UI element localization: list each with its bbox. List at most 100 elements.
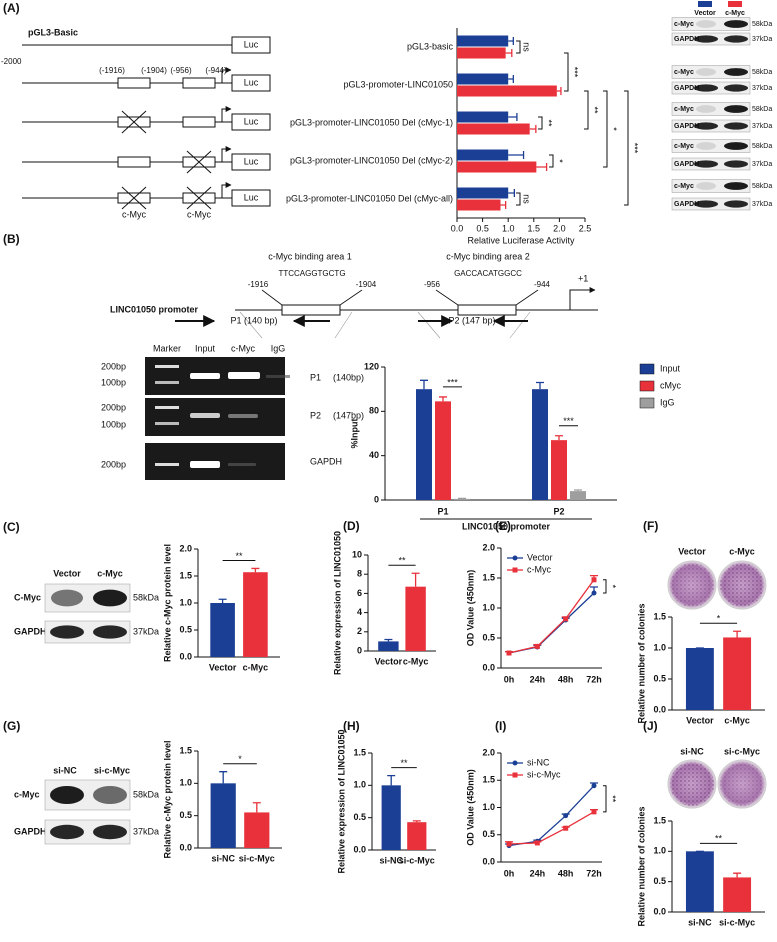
site-label: (-956) bbox=[170, 66, 192, 75]
western-blot-c: Vector c-Myc C-Myc GAPDH 58kDa 37kDa bbox=[14, 568, 159, 636]
error-bar bbox=[556, 87, 562, 95]
x-tick-label: 0.5 bbox=[476, 223, 489, 233]
position-label: -1904 bbox=[356, 280, 377, 289]
y-tick-label: 6 bbox=[357, 588, 362, 598]
y-axis-label: Relative number of colonies bbox=[636, 603, 646, 723]
size-label: 37kDa bbox=[752, 36, 772, 43]
x-tick-label: 24h bbox=[530, 868, 546, 878]
error-bar bbox=[251, 567, 260, 573]
bar bbox=[723, 637, 752, 710]
error-bar bbox=[387, 774, 396, 786]
blot-band bbox=[724, 84, 748, 92]
y-axis-label: Relative c-Myc protein level bbox=[162, 544, 172, 662]
x-tick-label: c-Myc bbox=[243, 662, 269, 672]
size-label: 37kDa bbox=[752, 161, 772, 168]
bar bbox=[244, 812, 270, 848]
x-tick-label: 48h bbox=[558, 868, 574, 878]
significance: ** bbox=[715, 834, 723, 844]
blot-band bbox=[724, 105, 748, 113]
area-label: c-Myc binding area 2 bbox=[446, 251, 530, 261]
y-tick-label: 40 bbox=[369, 450, 379, 460]
x-tick-label: 48h bbox=[558, 674, 574, 684]
luc-label: Luc bbox=[244, 39, 259, 49]
sequence: GACCACATGGCC bbox=[454, 269, 522, 278]
blot-band bbox=[50, 786, 84, 804]
error-bar bbox=[536, 163, 548, 171]
site-label: (-1916) bbox=[99, 66, 125, 75]
error-bar bbox=[420, 379, 428, 390]
luc-label: Luc bbox=[244, 116, 259, 126]
significance-bracket bbox=[516, 192, 521, 206]
y-tick-label: 0.0 bbox=[179, 842, 192, 852]
point bbox=[591, 590, 597, 596]
significance-bracket bbox=[603, 579, 607, 594]
protein-label: c-Myc bbox=[674, 106, 694, 113]
dish-label: si-c-Myc bbox=[724, 746, 760, 756]
protein-label: c-Myc bbox=[674, 183, 694, 190]
error-bar bbox=[733, 872, 742, 878]
significance-bracket bbox=[516, 40, 521, 54]
panel-label: (G) bbox=[3, 719, 20, 733]
panel-label: (I) bbox=[495, 719, 506, 733]
band-label: P2 bbox=[310, 410, 321, 420]
error-bar bbox=[508, 75, 514, 83]
legend-swatch bbox=[639, 363, 655, 375]
y-tick-label: 2.0 bbox=[179, 543, 192, 553]
bar bbox=[457, 187, 509, 199]
legend-label: si-NC bbox=[527, 757, 550, 767]
y-tick-label: 0.0 bbox=[653, 704, 666, 714]
y-tick-label: 2 bbox=[357, 626, 362, 636]
blot-band bbox=[724, 142, 748, 150]
size-label: 37kDa bbox=[752, 201, 772, 208]
tss-label: +1 bbox=[578, 273, 588, 283]
x-axis-label: LINC01050 promoter bbox=[462, 521, 551, 531]
vector-label: pGL3-Basic bbox=[28, 27, 78, 37]
point bbox=[563, 825, 569, 831]
y-tick-label: 0.5 bbox=[653, 876, 666, 886]
error-bar bbox=[384, 638, 393, 642]
band-label: GAPDH bbox=[310, 456, 342, 466]
x-tick-label: 72h bbox=[586, 674, 602, 684]
category-label: pGL3-promoter-LINC01050 Del (cMyc-all) bbox=[286, 193, 453, 203]
bar bbox=[457, 85, 557, 97]
construct-row: Luc bbox=[22, 106, 271, 134]
significance: *** bbox=[570, 67, 580, 78]
significance: * bbox=[555, 159, 565, 163]
significance-bracket bbox=[584, 90, 589, 130]
significance: ** bbox=[590, 106, 600, 114]
construct-diagram: pGL3-Basic Luc -2000 (-1916) (-1904) (-9… bbox=[1, 27, 271, 219]
y-tick-label: 1.5 bbox=[482, 775, 495, 785]
y-tick-label: 0.0 bbox=[653, 906, 666, 916]
bar bbox=[457, 111, 509, 123]
y-tick-label: 1.5 bbox=[653, 611, 666, 621]
chip-gel: Marker Input c-Myc IgG 200bp 100bp 200bp… bbox=[101, 343, 364, 480]
error-bar bbox=[218, 598, 227, 603]
bar bbox=[457, 123, 530, 135]
blot-band bbox=[93, 589, 127, 607]
promoter-diagram: LINC01050 promoter +1 c-Myc binding area… bbox=[110, 251, 598, 339]
x-tick-label: si-NC bbox=[688, 917, 712, 927]
bar bbox=[685, 648, 714, 710]
marker-size: 200bp bbox=[101, 402, 126, 412]
y-tick-label: 0.5 bbox=[482, 829, 495, 839]
category-label: pGL3-promoter-LINC01050 bbox=[343, 79, 453, 89]
x-tick-label: si-c-Myc bbox=[239, 853, 275, 863]
y-axis-label: OD Value (450nm) bbox=[465, 769, 475, 846]
start-label: -2000 bbox=[1, 57, 22, 66]
lane-label: Marker bbox=[153, 343, 181, 353]
lane-label: Input bbox=[195, 343, 216, 353]
x-tick-label: si-c-Myc bbox=[719, 917, 755, 927]
significance: ** bbox=[400, 758, 408, 768]
y-tick-label: 8 bbox=[357, 569, 362, 579]
x-axis-label: Relative Luciferase Activity bbox=[467, 235, 575, 245]
error-bar bbox=[529, 125, 537, 133]
protein-label: c-Myc bbox=[674, 143, 694, 150]
protein-label: GAPDH bbox=[674, 123, 699, 130]
y-tick-label: 1.0 bbox=[482, 602, 495, 612]
luc-label: Luc bbox=[244, 192, 259, 202]
blot-band bbox=[50, 625, 84, 639]
panel-label: (B) bbox=[3, 232, 20, 246]
y-axis-label: OD Value (450nm) bbox=[465, 570, 475, 647]
protein-label: GAPDH bbox=[674, 85, 699, 92]
blot-band bbox=[696, 105, 716, 113]
